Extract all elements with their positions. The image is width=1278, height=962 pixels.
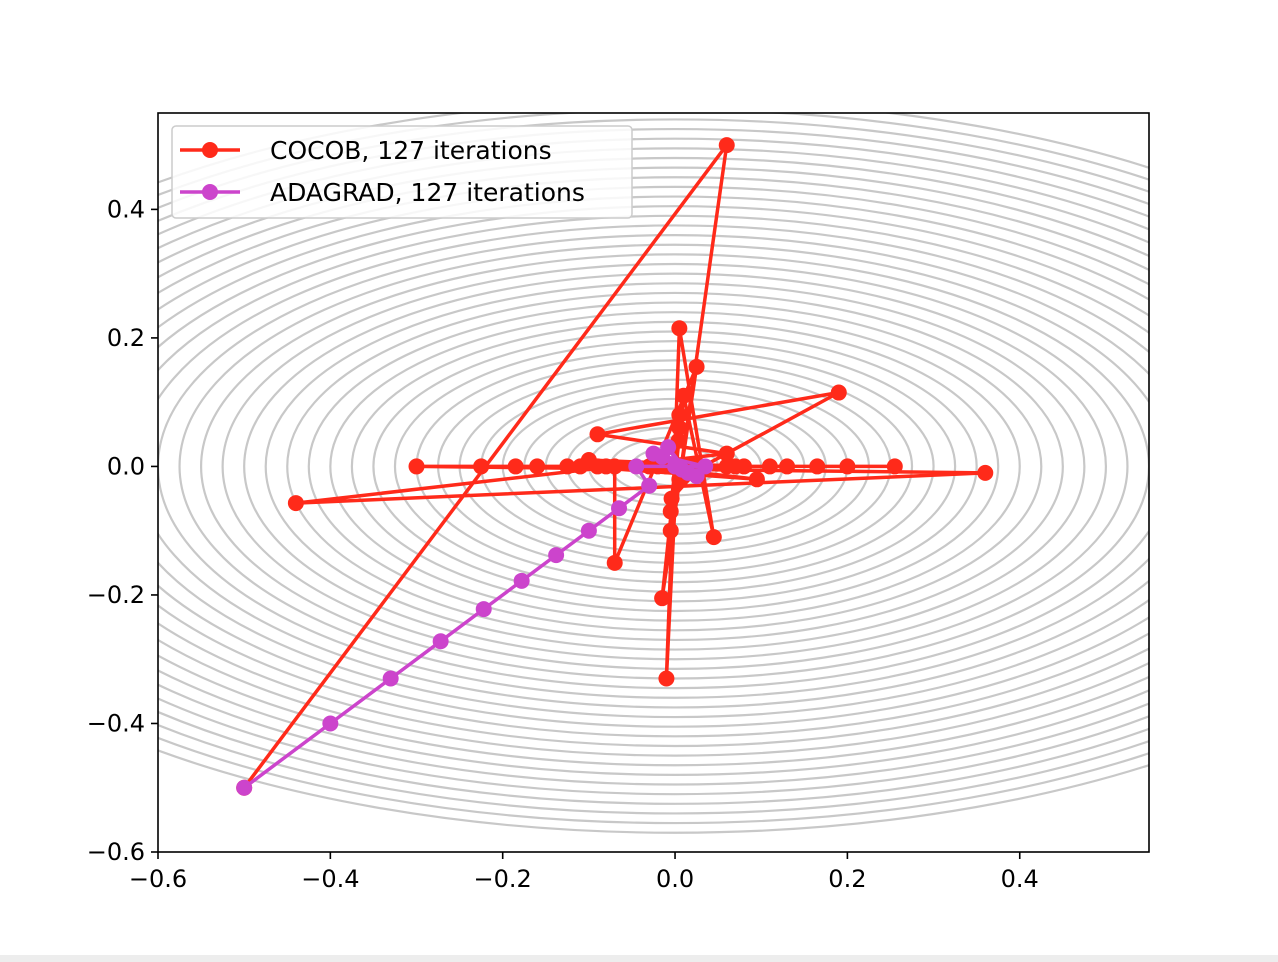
contour-level — [286, 291, 1064, 642]
contour-level — [178, 243, 1149, 690]
contour-level — [158, 113, 1149, 834]
data-point — [663, 490, 680, 507]
data-point — [675, 387, 692, 404]
data-point — [658, 670, 675, 687]
y-tick-label: 0.4 — [107, 195, 145, 223]
data-point — [671, 419, 688, 436]
y-axis: −0.6 −0.4 −0.2 0.0 0.2 0.4 — [87, 195, 158, 866]
data-point — [830, 384, 847, 401]
data-point — [641, 477, 658, 494]
contour-level — [158, 224, 1149, 709]
contour-level — [158, 156, 1149, 776]
contour-level — [329, 311, 1021, 622]
data-point — [628, 458, 645, 475]
y-tick-label: −0.4 — [87, 709, 145, 737]
data-point — [287, 495, 304, 512]
contour-level — [158, 113, 1149, 825]
contour-level — [393, 340, 957, 593]
data-point — [606, 554, 623, 571]
legend-label-cocob: COCOB, 127 iterations — [270, 136, 552, 165]
data-point — [513, 572, 530, 589]
data-point — [382, 670, 399, 687]
contour-level — [158, 118, 1149, 815]
y-tick-label: −0.6 — [87, 838, 145, 866]
bottom-strip — [0, 955, 1278, 962]
data-point — [660, 439, 677, 456]
data-point — [654, 590, 671, 607]
data-point — [559, 458, 576, 475]
data-point — [322, 715, 339, 732]
series-layer — [236, 137, 994, 796]
data-point — [507, 458, 524, 475]
data-point — [718, 445, 735, 462]
contour-level — [307, 301, 1043, 632]
legend-marker-adagrad — [202, 184, 218, 200]
x-tick-label: −0.4 — [301, 865, 359, 893]
data-point — [809, 458, 826, 475]
data-point — [589, 426, 606, 443]
x-axis: −0.6 −0.4 −0.2 0.0 0.2 0.4 — [129, 852, 1039, 893]
contour-level — [158, 185, 1149, 747]
data-point — [408, 458, 425, 475]
data-point — [548, 547, 565, 564]
data-point — [705, 529, 722, 546]
contour-level — [158, 195, 1149, 738]
legend-box — [171, 125, 633, 219]
x-tick-label: −0.6 — [129, 865, 187, 893]
legend: COCOB, 127 iterations ADAGRAD, 127 itera… — [171, 125, 633, 219]
x-tick-label: 0.0 — [656, 865, 694, 893]
data-point — [748, 471, 765, 488]
x-tick-label: −0.2 — [474, 865, 532, 893]
y-tick-label: 0.2 — [107, 324, 145, 352]
contour-level — [158, 205, 1149, 728]
data-point — [606, 458, 623, 475]
data-point — [473, 458, 490, 475]
contour-level — [221, 262, 1129, 670]
contour-level — [158, 128, 1149, 805]
plot-frame — [157, 112, 1150, 853]
data-point — [977, 464, 994, 481]
contour-level — [158, 166, 1149, 767]
data-point — [671, 320, 688, 337]
data-point — [667, 458, 684, 475]
y-tick-label: 0.0 — [107, 452, 145, 480]
contour-level — [264, 282, 1086, 651]
data-point — [779, 458, 796, 475]
contour-level — [158, 147, 1149, 786]
data-point — [718, 458, 735, 475]
data-point — [475, 601, 492, 618]
data-point — [236, 779, 253, 796]
contour-level — [243, 272, 1108, 661]
data-point — [671, 407, 688, 424]
y-tick-label: −0.2 — [87, 581, 145, 609]
data-point — [718, 137, 735, 154]
contour-level — [158, 176, 1149, 757]
data-point — [611, 500, 628, 517]
data-point — [662, 522, 679, 539]
x-tick-label: 0.4 — [1001, 865, 1039, 893]
contour-level — [158, 234, 1149, 699]
legend-marker-cocob — [202, 142, 218, 158]
data-point — [432, 633, 449, 650]
legend-label-adagrad: ADAGRAD, 127 iterations — [270, 178, 585, 207]
data-point — [761, 458, 778, 475]
data-point — [688, 358, 705, 375]
data-point — [886, 458, 903, 475]
data-point — [580, 522, 597, 539]
x-tick-label: 0.2 — [828, 865, 866, 893]
data-point — [662, 503, 679, 520]
data-point — [839, 458, 856, 475]
contour-level — [158, 137, 1149, 796]
data-point — [529, 458, 546, 475]
